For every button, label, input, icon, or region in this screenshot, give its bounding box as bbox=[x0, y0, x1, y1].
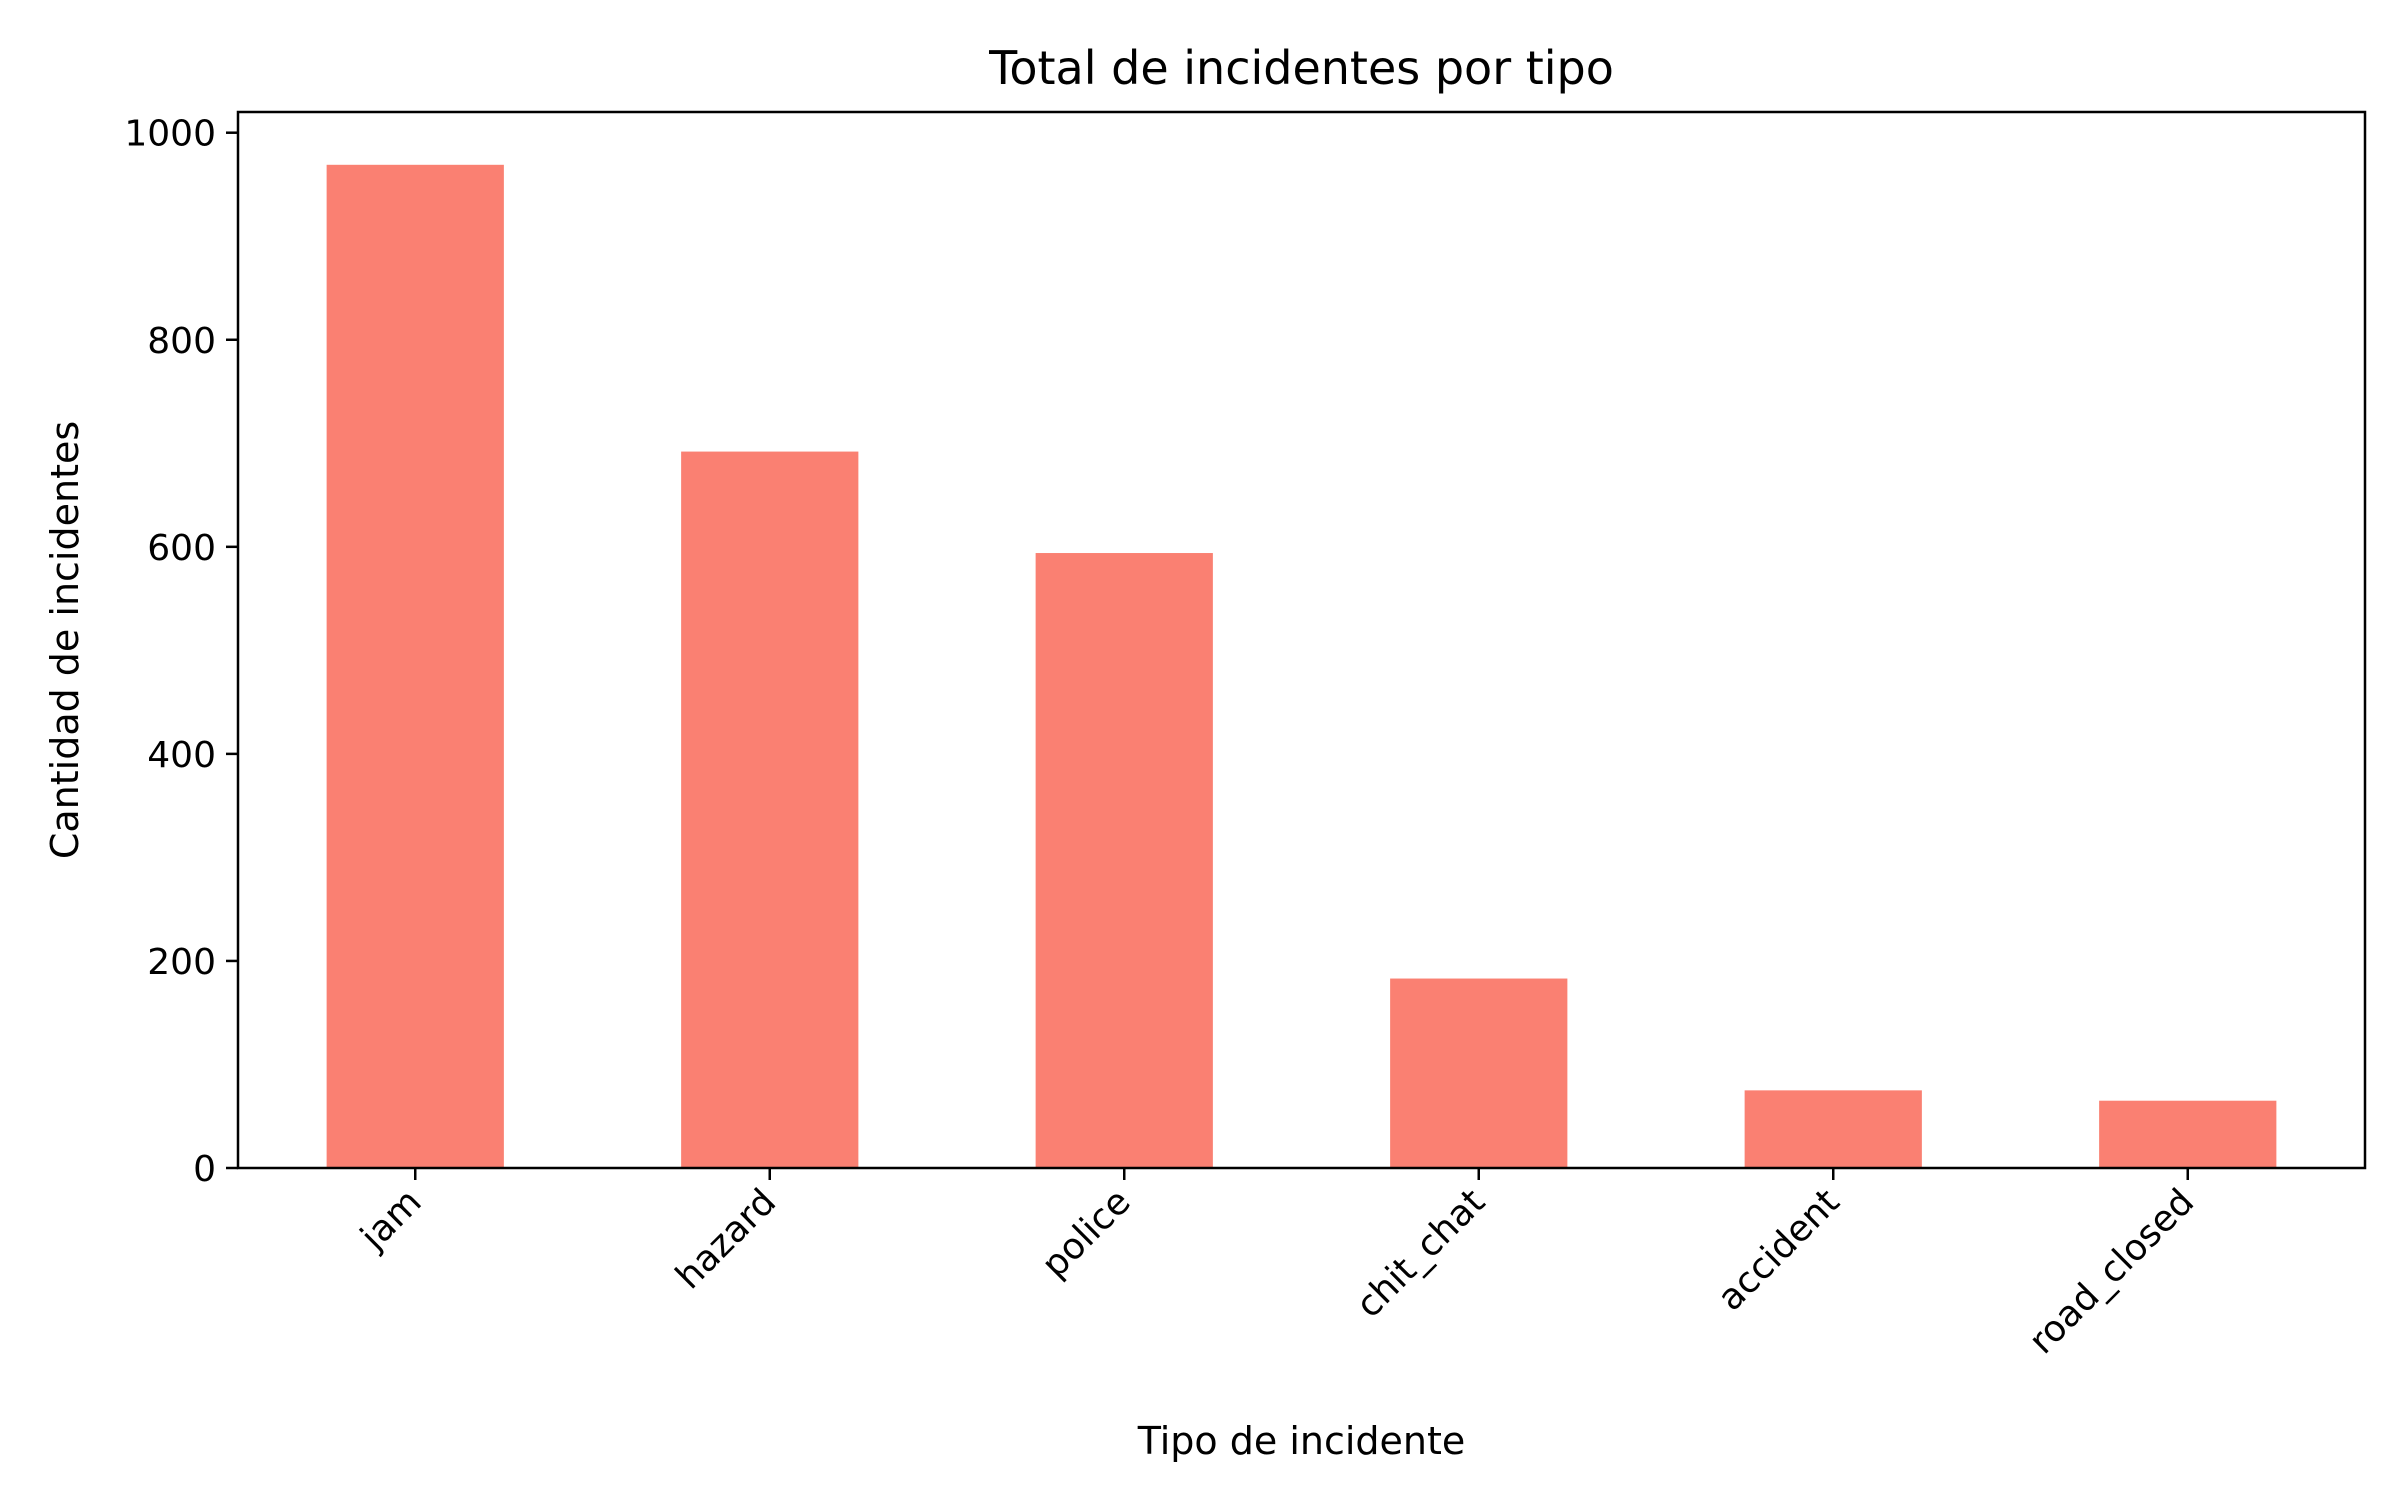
x-tick-label: road_closed bbox=[2021, 1181, 2202, 1362]
bar-jam bbox=[326, 164, 504, 1169]
x-tick-label: chit_chat bbox=[1348, 1181, 1493, 1326]
y-tick-label: 600 bbox=[147, 528, 216, 569]
x-tick-label: hazard bbox=[668, 1181, 784, 1297]
x-tick-label: jam bbox=[352, 1181, 429, 1258]
bar-police bbox=[1035, 553, 1213, 1168]
bar-hazard bbox=[681, 451, 859, 1168]
y-tick-label: 200 bbox=[147, 942, 216, 983]
x-tick-label: police bbox=[1034, 1181, 1139, 1286]
y-tick-label: 800 bbox=[147, 321, 216, 362]
x-axis-title: Tipo de incidente bbox=[1137, 1419, 1466, 1463]
x-tick-label: accident bbox=[1710, 1181, 1848, 1319]
plot-frame bbox=[236, 110, 2367, 1170]
y-axis: 0 200 400 600 800 1000 bbox=[124, 114, 238, 1190]
y-axis-title: Cantidad de incidentes bbox=[43, 421, 87, 859]
y-tick-label: 1000 bbox=[124, 114, 216, 155]
bar-road_closed bbox=[2099, 1100, 2277, 1168]
bars-group bbox=[326, 164, 2277, 1169]
x-axis: jam hazard police chit_chat accident road_clo… bbox=[352, 1168, 2202, 1362]
y-tick-label: 0 bbox=[193, 1149, 216, 1190]
bar-chit_chat bbox=[1390, 978, 1568, 1168]
bar-accident bbox=[1744, 1090, 1922, 1168]
y-tick-label: 400 bbox=[147, 735, 216, 776]
chart-title: Total de incidentes por tipo bbox=[988, 41, 1614, 95]
